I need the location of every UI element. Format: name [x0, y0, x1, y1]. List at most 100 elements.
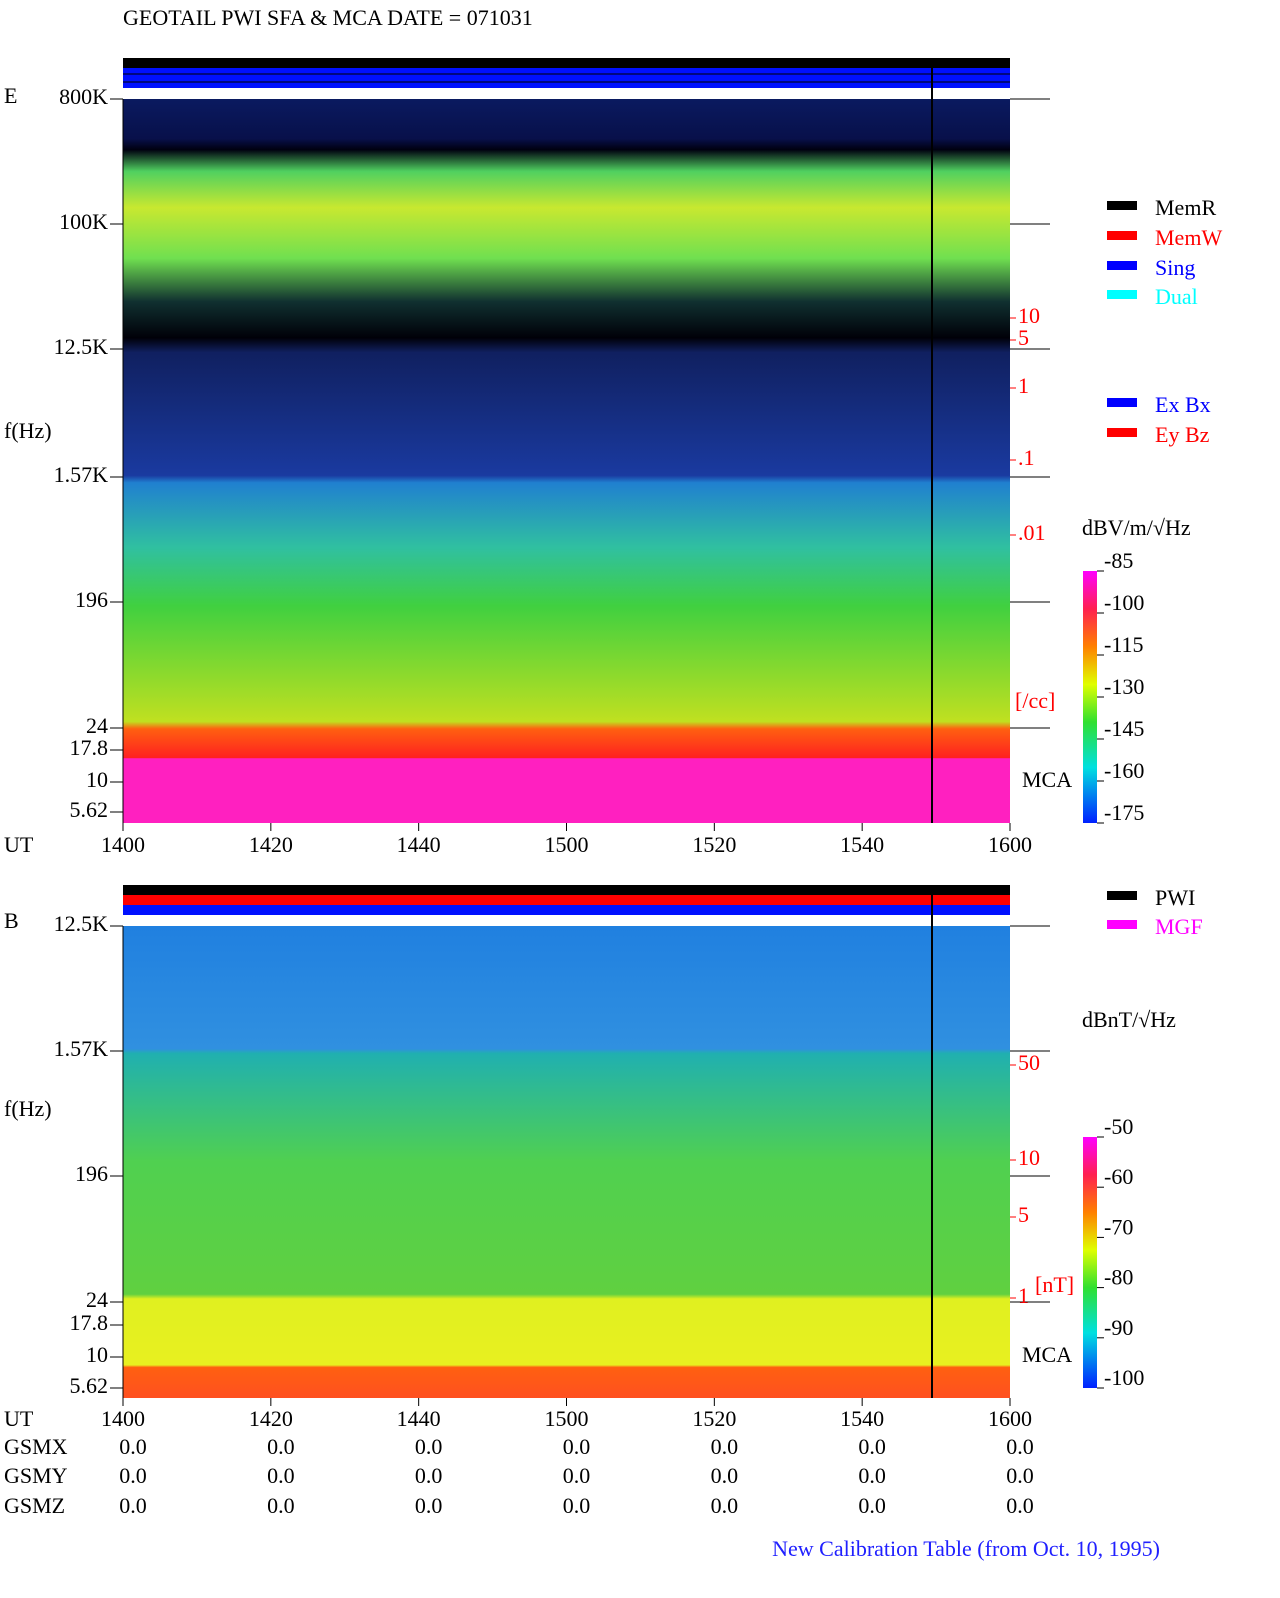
gsm-value: 0.0: [711, 1434, 739, 1459]
x-tick-label: 1540: [840, 1406, 884, 1431]
x-tick-label: 1500: [545, 1406, 589, 1431]
x-tick-label: 1500: [545, 832, 589, 857]
x-tick-label: 1420: [249, 1406, 293, 1431]
legend-label: MemR: [1155, 195, 1216, 220]
gsm-value: 0.0: [858, 1493, 886, 1518]
legend-swatch: [1107, 290, 1137, 299]
y-tick-label: 12.5K: [54, 911, 109, 936]
gsm-value: 0.0: [415, 1434, 443, 1459]
colorbar-tick-label: -70: [1104, 1214, 1133, 1239]
x-tick-label: 1400: [101, 1406, 145, 1431]
y-tick-label: 10: [86, 1342, 108, 1367]
y-tick-label: 24: [86, 1287, 108, 1312]
y-tick-label: 196: [75, 587, 108, 612]
gsm-value: 0.0: [1006, 1493, 1034, 1518]
status-bar: [123, 895, 1010, 905]
spectrogram: [123, 99, 1010, 823]
density-tick-label: 1: [1018, 1283, 1029, 1308]
y-tick-label: 5.62: [70, 1373, 109, 1398]
density-unit: [nT]: [1035, 1272, 1074, 1297]
panel-label: E: [4, 83, 17, 108]
legend-label: Dual: [1155, 284, 1198, 309]
gsm-value: 0.0: [119, 1493, 147, 1518]
gsm-value: 0.0: [711, 1463, 739, 1488]
density-tick-label: .1: [1018, 445, 1035, 470]
legend-swatch: [1107, 398, 1137, 407]
gsm-value: 0.0: [119, 1434, 147, 1459]
y-tick-label: 17.8: [70, 735, 109, 760]
x-tick-label: 1440: [397, 832, 441, 857]
legend-swatch: [1107, 261, 1137, 270]
gsm-value: 0.0: [858, 1463, 886, 1488]
y-tick-label: 12.5K: [54, 334, 109, 359]
x-axis-label: UT: [4, 832, 34, 857]
x-tick-label: 1400: [101, 832, 145, 857]
gsm-label: GSMY: [4, 1463, 68, 1488]
colorbar-tick-label: -100: [1104, 1365, 1144, 1390]
density-unit: [/cc]: [1015, 688, 1055, 713]
colorbar-tick-label: -145: [1104, 716, 1144, 741]
y-tick-label: 5.62: [70, 797, 109, 822]
legend-swatch: [1107, 231, 1137, 240]
legend-label: Ey Bz: [1155, 422, 1210, 447]
spectrogram: [123, 926, 1010, 1398]
gsm-value: 0.0: [563, 1493, 591, 1518]
y-tick-label: 1.57K: [54, 462, 109, 487]
density-tick-label: 1: [1018, 373, 1029, 398]
x-tick-label: 1420: [249, 832, 293, 857]
panel-label: B: [4, 908, 19, 933]
mca-label: MCA: [1022, 1342, 1072, 1367]
legend-label: Ex Bx: [1155, 392, 1211, 417]
legend-label: MemW: [1155, 225, 1222, 250]
gsm-value: 0.0: [563, 1434, 591, 1459]
x-tick-label: 1540: [840, 832, 884, 857]
status-bar: [123, 68, 1010, 88]
legend-label: MGF: [1155, 914, 1203, 939]
colorbar-tick-label: -90: [1104, 1315, 1133, 1340]
status-bar: [123, 885, 1010, 895]
colorbar: [1083, 1137, 1097, 1388]
legend-swatch: [1107, 428, 1137, 437]
colorbar-tick-label: -115: [1104, 632, 1144, 657]
gsm-value: 0.0: [267, 1493, 295, 1518]
mca-label: MCA: [1022, 767, 1072, 792]
title: GEOTAIL PWI SFA & MCA DATE = 071031: [123, 5, 533, 30]
legend-swatch: [1107, 891, 1137, 900]
colorbar-tick-label: -80: [1104, 1265, 1133, 1290]
y-tick-label: 100K: [59, 209, 108, 234]
colorbar-tick-label: -50: [1104, 1114, 1133, 1139]
colorbar-label: dBV/m/√Hz: [1082, 515, 1191, 540]
colorbar-tick-label: -160: [1104, 758, 1144, 783]
legend-label: Sing: [1155, 255, 1195, 280]
density-tick-label: 50: [1018, 1050, 1040, 1075]
x-tick-label: 1440: [397, 1406, 441, 1431]
colorbar-label: dBnT/√Hz: [1082, 1007, 1176, 1032]
gsm-value: 0.0: [711, 1493, 739, 1518]
gsm-value: 0.0: [267, 1463, 295, 1488]
gsm-value: 0.0: [415, 1463, 443, 1488]
x-tick-label: 1520: [692, 1406, 736, 1431]
legend-label: PWI: [1155, 885, 1195, 910]
colorbar-tick-label: -85: [1104, 548, 1133, 573]
y-tick-label: 24: [86, 713, 108, 738]
legend-swatch: [1107, 920, 1137, 929]
x-tick-label: 1520: [692, 832, 736, 857]
gsm-value: 0.0: [267, 1434, 295, 1459]
y-tick-label: 800K: [59, 84, 108, 109]
y-tick-label: 17.8: [70, 1310, 109, 1335]
colorbar-tick-label: -175: [1104, 800, 1144, 825]
density-tick-label: .01: [1018, 520, 1046, 545]
status-bar: [123, 58, 1010, 68]
y-tick-label: 196: [75, 1161, 108, 1186]
gsm-label: GSMZ: [4, 1493, 65, 1518]
gsm-value: 0.0: [563, 1463, 591, 1488]
density-tick-label: 10: [1018, 1145, 1040, 1170]
x-tick-label: 1600: [988, 1406, 1032, 1431]
footer-note: New Calibration Table (from Oct. 10, 199…: [772, 1536, 1160, 1561]
density-tick-label: 5: [1018, 325, 1029, 350]
status-bar: [123, 905, 1010, 915]
colorbar-tick-label: -60: [1104, 1164, 1133, 1189]
density-tick-label: 5: [1018, 1202, 1029, 1227]
